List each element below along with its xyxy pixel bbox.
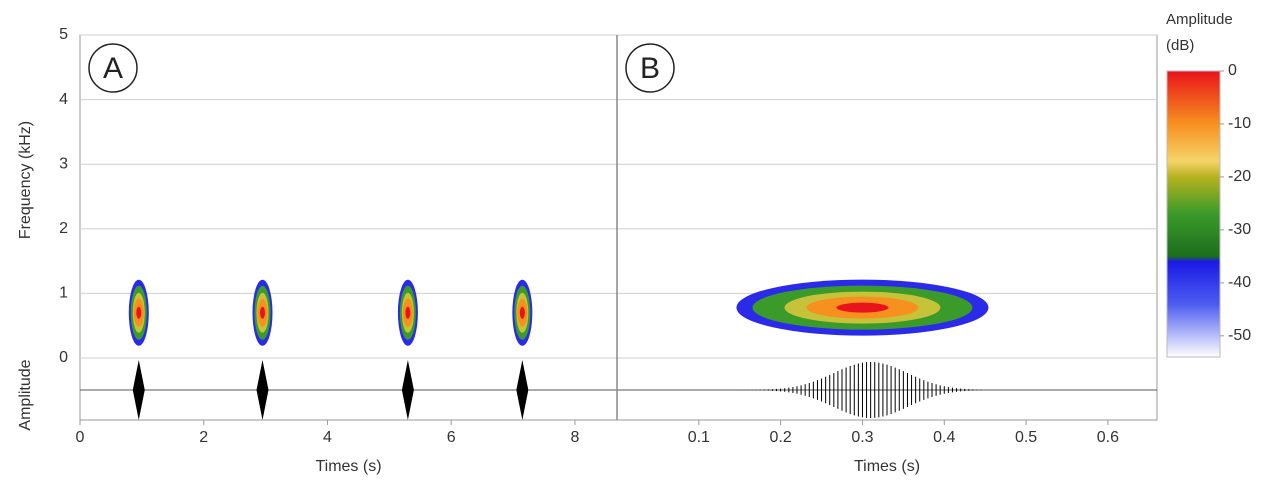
colorbar-tick-label: -30 bbox=[1228, 221, 1251, 238]
x-tick-label: 0.2 bbox=[770, 429, 792, 446]
x-tick-label: 6 bbox=[447, 429, 456, 446]
x-tick-label: 0 bbox=[76, 429, 85, 446]
panel-label: B bbox=[640, 52, 660, 85]
panel-label: A bbox=[103, 52, 123, 85]
amplitude-axis-title: Amplitude bbox=[17, 359, 34, 430]
y-tick-label: 5 bbox=[59, 26, 68, 43]
colorbar-title: Amplitude bbox=[1166, 11, 1233, 28]
y-tick-label: 3 bbox=[59, 155, 68, 172]
x-tick-label: 4 bbox=[323, 429, 332, 446]
waveform bbox=[516, 360, 529, 420]
x-axis-title: Times (s) bbox=[315, 458, 381, 475]
colorbar-tick-label: -40 bbox=[1228, 274, 1251, 291]
y-tick-label: 1 bbox=[59, 285, 68, 302]
plot-frame bbox=[79, 34, 1158, 421]
x-axis-title: Times (s) bbox=[854, 458, 920, 475]
x-tick-label: 0.5 bbox=[1015, 429, 1037, 446]
colorbar-tick-label: -50 bbox=[1228, 327, 1251, 344]
waveform bbox=[256, 360, 269, 420]
x-tick-label: 0.4 bbox=[933, 429, 955, 446]
y-axis-title: Frequency (kHz) bbox=[17, 121, 34, 239]
panel-label-circle bbox=[88, 43, 138, 93]
colorbar-tick-label: 0 bbox=[1228, 62, 1237, 79]
x-tick-label: 8 bbox=[570, 429, 579, 446]
call-blob-layer bbox=[836, 302, 889, 313]
y-tick-label: 4 bbox=[59, 91, 68, 108]
waveform bbox=[739, 362, 982, 418]
colorbar bbox=[1166, 70, 1221, 358]
x-tick-label: 0.6 bbox=[1097, 429, 1119, 446]
waveform bbox=[401, 360, 414, 420]
y-tick-label: 0 bbox=[59, 349, 68, 366]
call-blob-layer bbox=[136, 306, 142, 319]
x-tick-label: 0.3 bbox=[851, 429, 873, 446]
call-blob-layer bbox=[405, 306, 411, 319]
colorbar-title: (dB) bbox=[1166, 37, 1194, 54]
waveform bbox=[132, 360, 145, 420]
y-tick-label: 2 bbox=[59, 220, 68, 237]
call-blob-layer bbox=[260, 306, 266, 319]
panel-label-circle bbox=[625, 43, 675, 93]
x-tick-label: 2 bbox=[199, 429, 208, 446]
colorbar-tick-label: -20 bbox=[1228, 168, 1251, 185]
colorbar-tick-label: -10 bbox=[1228, 115, 1251, 132]
x-tick-label: 0.1 bbox=[688, 429, 710, 446]
call-blob-layer bbox=[519, 306, 525, 319]
